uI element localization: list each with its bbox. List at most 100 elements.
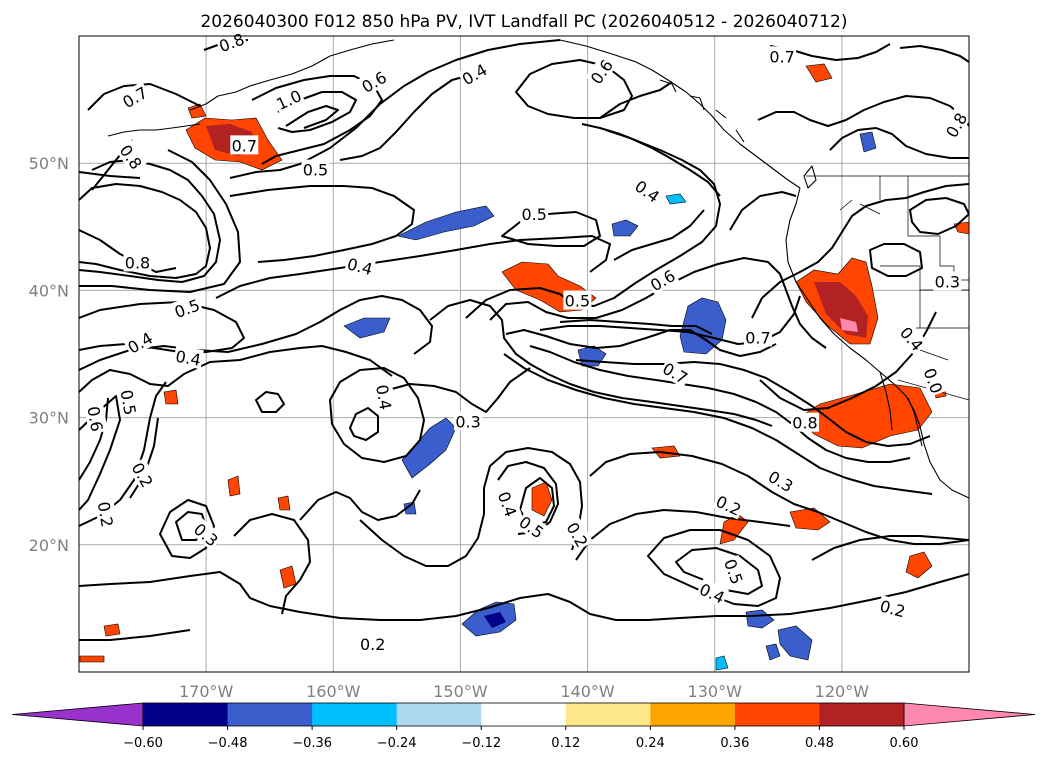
contour-label-group: 0.7 xyxy=(743,327,772,347)
contour-label-bg xyxy=(123,252,152,272)
contour-label-group: 0.8 xyxy=(116,139,148,174)
contour-label-group: 0.2 xyxy=(128,457,159,492)
colorbar-tick-label: −0.48 xyxy=(208,736,248,751)
pv-contour xyxy=(255,391,285,413)
contour-label-group: 0.8 xyxy=(123,252,152,272)
colorbar-tick-label: −0.12 xyxy=(461,736,501,751)
negative-anomaly-region xyxy=(397,205,495,241)
pv-contour xyxy=(647,529,781,607)
contour-label-group: 0.5 xyxy=(170,294,204,322)
contour-label-group: 0.6 xyxy=(83,403,108,435)
contour-label-group: 0.6 xyxy=(645,264,680,295)
pv-contour xyxy=(79,571,969,621)
contour-label-group: 0.2 xyxy=(876,595,909,621)
pv-contour xyxy=(503,353,933,495)
contour-label: 0.3 xyxy=(455,412,480,431)
pv-contour xyxy=(869,243,923,277)
border-layer xyxy=(806,175,969,401)
pv-contour xyxy=(539,295,801,345)
pv-contour xyxy=(79,397,109,481)
contour-label: 0.3 xyxy=(935,272,960,291)
colorbar-segment xyxy=(650,703,736,726)
negative-anomaly-region xyxy=(765,643,781,661)
negative-anomaly-region xyxy=(343,317,391,339)
coastline xyxy=(107,123,201,137)
positive-anomaly-region xyxy=(905,551,933,579)
contour-label-group: 0.4 xyxy=(895,321,929,356)
positive-anomaly-region xyxy=(103,623,121,637)
contour-label: 0.5 xyxy=(521,205,546,224)
contour-label-bg xyxy=(712,490,746,520)
lat-tick-label: 20°N xyxy=(29,536,69,555)
negative-anomaly-region xyxy=(401,417,457,479)
plot-frame xyxy=(78,35,970,673)
colorbar-segment xyxy=(227,703,313,726)
negative-anomaly-region xyxy=(859,131,877,153)
contour-label: 0.5 xyxy=(303,161,328,180)
contour-label-bg xyxy=(170,294,204,322)
pv-contour xyxy=(251,75,383,165)
pv-contour xyxy=(387,367,531,413)
colorbar-segment xyxy=(396,703,482,726)
contour-label-bg xyxy=(790,412,819,432)
contour-label-bg xyxy=(895,321,929,356)
contour-label-group: 0.4 xyxy=(122,326,157,358)
pv-contour xyxy=(729,191,797,231)
contour-label: 0.5 xyxy=(515,512,547,542)
positive-anomaly-region xyxy=(805,63,833,83)
contour-label-group: 0.4 xyxy=(344,252,377,279)
contour-label-bg xyxy=(768,46,797,66)
pv-contour xyxy=(757,95,969,127)
border xyxy=(839,199,881,215)
lon-tick-label: 160°W xyxy=(306,682,361,701)
contour-label-bg xyxy=(189,517,224,551)
pv-contour xyxy=(359,447,583,567)
contour-label: 0.7 xyxy=(119,83,151,112)
positive-anomaly-region xyxy=(531,481,553,517)
contour-label: 0.7 xyxy=(769,47,794,66)
contour-label-bg xyxy=(764,465,798,496)
contour-label-group: 1.0 xyxy=(271,84,306,114)
contour-label-bg xyxy=(356,66,391,97)
positive-anomaly-region xyxy=(797,383,933,449)
colorbar-tick-label: 0.48 xyxy=(805,736,834,751)
contour-label: 0.7 xyxy=(745,328,770,347)
contour-label-bg xyxy=(562,517,594,552)
colorbar-extend-low xyxy=(11,702,144,727)
colorbar: −0.60 −0.48 −0.36 −0.24 −0.12 0.12 0.24 0.36 0.4… xyxy=(11,702,1036,751)
contour-label-group: 0.7 xyxy=(768,46,797,66)
contour-label-group: 0.8 xyxy=(790,412,819,433)
negative-anomaly-region xyxy=(577,345,607,367)
contour-label: 0.8 xyxy=(116,141,146,173)
contour-labels: 0.80.7 1.00.6 0.4 0.6 0.70.80.70.8 0.50.40.50… xyxy=(83,28,971,654)
contour-label-bg xyxy=(117,386,141,418)
contour-label: 0.6 xyxy=(358,68,390,97)
contour-label-group: 0.4 xyxy=(494,487,522,521)
contour-label: 0.6 xyxy=(83,405,106,433)
contour-label-bg xyxy=(630,174,665,207)
coastline xyxy=(785,187,969,499)
pv-contour xyxy=(829,127,969,159)
contour-label-bg xyxy=(372,381,397,413)
axis-labels: 170°W 160°W 150°W 140°W 130°W 120°W 20°N 30°N 40… xyxy=(29,154,870,701)
contour-label: 0.4 xyxy=(631,177,663,207)
colorbar-tick-label: 0.12 xyxy=(551,736,580,751)
contour-label-group: 0.5 xyxy=(301,159,330,180)
contour-label-group: 0.4 xyxy=(372,381,397,413)
negative-anomaly-region xyxy=(715,655,729,671)
contour-label-bg xyxy=(454,411,483,431)
pv-contour xyxy=(277,91,357,133)
contour-label: 0.5 xyxy=(117,388,140,416)
colorbar-segment xyxy=(143,703,229,726)
colorbar-segment xyxy=(734,703,820,726)
contour-label-bg xyxy=(933,271,962,291)
pv-contour xyxy=(613,209,705,261)
contour-label: 0.2 xyxy=(878,596,908,621)
colorbar-frame xyxy=(142,702,905,727)
colorbar-tick-label: −0.24 xyxy=(377,736,417,751)
contour-label-group: 0.2 xyxy=(94,498,118,530)
pv-contour xyxy=(505,329,777,357)
colorbar-segment xyxy=(481,703,567,726)
contour-label: 0.3 xyxy=(765,467,797,496)
